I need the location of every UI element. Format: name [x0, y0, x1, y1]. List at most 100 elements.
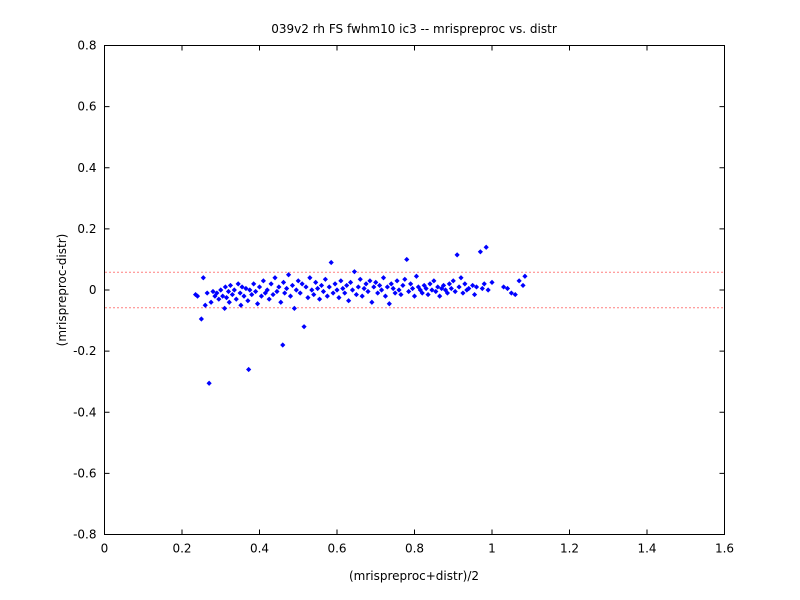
data-point [340, 285, 346, 292]
x-tick-label: 0.8 [405, 542, 424, 556]
data-point [223, 295, 230, 301]
data-point [235, 281, 241, 287]
data-point [246, 366, 252, 373]
data-point [247, 287, 253, 293]
data-point [202, 302, 208, 308]
data-point [411, 293, 418, 299]
data-point [456, 284, 462, 290]
data-point [266, 296, 272, 302]
data-point [206, 380, 212, 386]
data-point [238, 302, 244, 308]
data-point [458, 275, 464, 281]
data-point [419, 290, 425, 296]
data-point [406, 288, 412, 295]
data-point [404, 256, 410, 263]
data-point [390, 285, 396, 292]
data-point [280, 279, 287, 285]
data-point [359, 293, 365, 299]
data-point [516, 278, 522, 284]
data-point [229, 291, 235, 298]
data-point [334, 287, 340, 293]
data-point [386, 301, 392, 307]
data-point [398, 291, 404, 298]
data-point [214, 290, 220, 296]
data-point [320, 288, 327, 295]
data-point [305, 295, 311, 301]
data-point [231, 287, 237, 293]
data-point [303, 284, 309, 290]
y-tick-label: 0.8 [77, 39, 96, 53]
data-point [512, 291, 518, 298]
data-point [198, 316, 204, 322]
x-tick-label: 0.6 [327, 542, 346, 556]
chart-title: 039v2 rh FS fwhm10 ic3 -- mrispreproc vs… [271, 22, 557, 36]
data-point [408, 281, 414, 287]
data-point [377, 282, 383, 289]
data-point [425, 291, 431, 298]
data-point [355, 284, 361, 290]
data-point [311, 291, 317, 298]
data-point [318, 282, 325, 289]
y-tick-label: -0.6 [73, 466, 96, 480]
data-point [287, 293, 294, 299]
data-point [367, 278, 373, 284]
data-point [309, 287, 315, 293]
data-point [378, 287, 385, 293]
data-point [448, 285, 454, 292]
limit-lines [105, 271, 724, 309]
data-point [481, 281, 487, 287]
data-point [220, 293, 226, 299]
data-point [477, 249, 483, 255]
data-point [194, 293, 201, 299]
data-point [216, 296, 222, 302]
data-point [454, 252, 460, 258]
x-axis-label: (mrispreproc+distr)/2 [349, 569, 479, 583]
data-point [444, 290, 451, 296]
data-point [373, 279, 379, 285]
data-point [332, 281, 338, 287]
data-point [347, 279, 354, 285]
data-point [388, 281, 394, 287]
y-tick-label: 0.4 [77, 161, 96, 175]
data-point [210, 288, 216, 295]
x-axis-ticks: 0 0.2 0.4 0.6 0.8 1 1.2 1.4 1.6 [101, 45, 734, 556]
data-point [435, 284, 441, 290]
data-point [222, 305, 228, 311]
data-point [330, 290, 336, 296]
data-point [313, 279, 319, 285]
data-point [278, 299, 284, 305]
y-tick-label: 0.6 [77, 100, 96, 114]
data-point [282, 290, 288, 296]
data-point [218, 287, 224, 293]
data-point [301, 324, 307, 330]
data-point [299, 281, 305, 287]
data-point [227, 282, 234, 289]
data-point [363, 281, 369, 287]
data-point [260, 278, 266, 284]
data-point [462, 281, 468, 287]
data-point [349, 287, 356, 293]
data-point [433, 288, 439, 295]
data-point [297, 290, 303, 296]
data-point [375, 290, 381, 296]
data-points [192, 244, 528, 386]
data-point [284, 285, 290, 292]
y-tick-label: -0.2 [73, 344, 96, 358]
x-tick-label: 0.4 [250, 542, 269, 556]
data-point [520, 282, 526, 289]
data-point [342, 290, 348, 296]
data-point [431, 278, 437, 284]
y-tick-label: -0.4 [73, 405, 96, 419]
data-point [504, 285, 511, 292]
data-point [289, 282, 296, 289]
data-point [429, 287, 435, 293]
data-point [258, 293, 265, 299]
data-point [226, 299, 232, 305]
data-point [460, 290, 466, 296]
data-point [270, 291, 276, 298]
data-point [427, 281, 433, 287]
data-point [245, 298, 251, 304]
data-point [315, 285, 321, 292]
data-point [473, 284, 480, 290]
